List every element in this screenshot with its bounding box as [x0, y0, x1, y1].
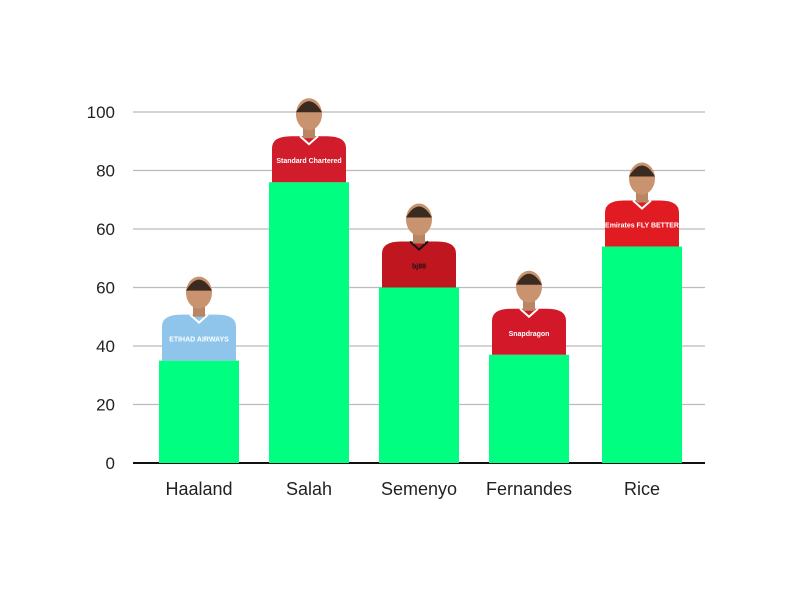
x-tick-label: Haaland [165, 479, 232, 499]
player-collar [632, 199, 652, 210]
player-image-rice: Emirates FLY BETTER [605, 162, 679, 247]
bar-salah [269, 182, 349, 463]
player-image-haaland: ETIHAD AIRWAYS [162, 276, 236, 361]
player-hair [186, 279, 212, 291]
player-shirt [162, 314, 236, 361]
bar-fernandes [489, 354, 569, 463]
bar-semenyo [379, 287, 459, 463]
player-image-fernandes: Snapdragon [492, 270, 566, 355]
player-collar [189, 313, 209, 324]
player-image-semenyo: bj88 [382, 203, 456, 288]
player-neck [193, 306, 205, 317]
y-tick-label: 60 [96, 279, 115, 298]
player-shirt [605, 200, 679, 247]
player-sponsor-text: bj88 [412, 264, 426, 271]
player-hair [406, 206, 432, 218]
bar-haaland [159, 360, 239, 463]
y-tick-label: 0 [106, 454, 115, 473]
player-image-salah: Standard Chartered [272, 98, 346, 183]
y-tick-label: 40 [96, 337, 115, 356]
player-shirt [492, 308, 566, 355]
player-neck [636, 192, 648, 203]
player-sponsor-text: Snapdragon [509, 331, 550, 338]
player-neck [413, 233, 425, 244]
y-tick-label: 60 [96, 220, 115, 239]
x-tick-label: Rice [624, 479, 660, 499]
bar-rice [602, 246, 682, 463]
player-hair [296, 101, 322, 113]
y-tick-label: 20 [96, 396, 115, 415]
player-shirt [272, 136, 346, 183]
y-tick-label: 80 [96, 162, 115, 181]
player-collar [299, 135, 319, 146]
x-tick-label: Salah [286, 479, 332, 499]
player-sponsor-text: Emirates FLY BETTER [605, 223, 679, 230]
player-collar [409, 240, 429, 251]
y-tick-label: 100 [87, 103, 115, 122]
x-tick-label: Semenyo [381, 479, 457, 499]
player-neck [303, 128, 315, 139]
player-collar [519, 308, 539, 319]
player-hair [516, 273, 542, 285]
x-tick-label: Fernandes [486, 479, 572, 499]
player-sponsor-text: Standard Chartered [276, 158, 341, 165]
player-hair [629, 165, 655, 177]
player-neck [523, 300, 535, 311]
player-sponsor-text: ETIHAD AIRWAYS [169, 337, 229, 344]
player-shirt [382, 241, 456, 288]
